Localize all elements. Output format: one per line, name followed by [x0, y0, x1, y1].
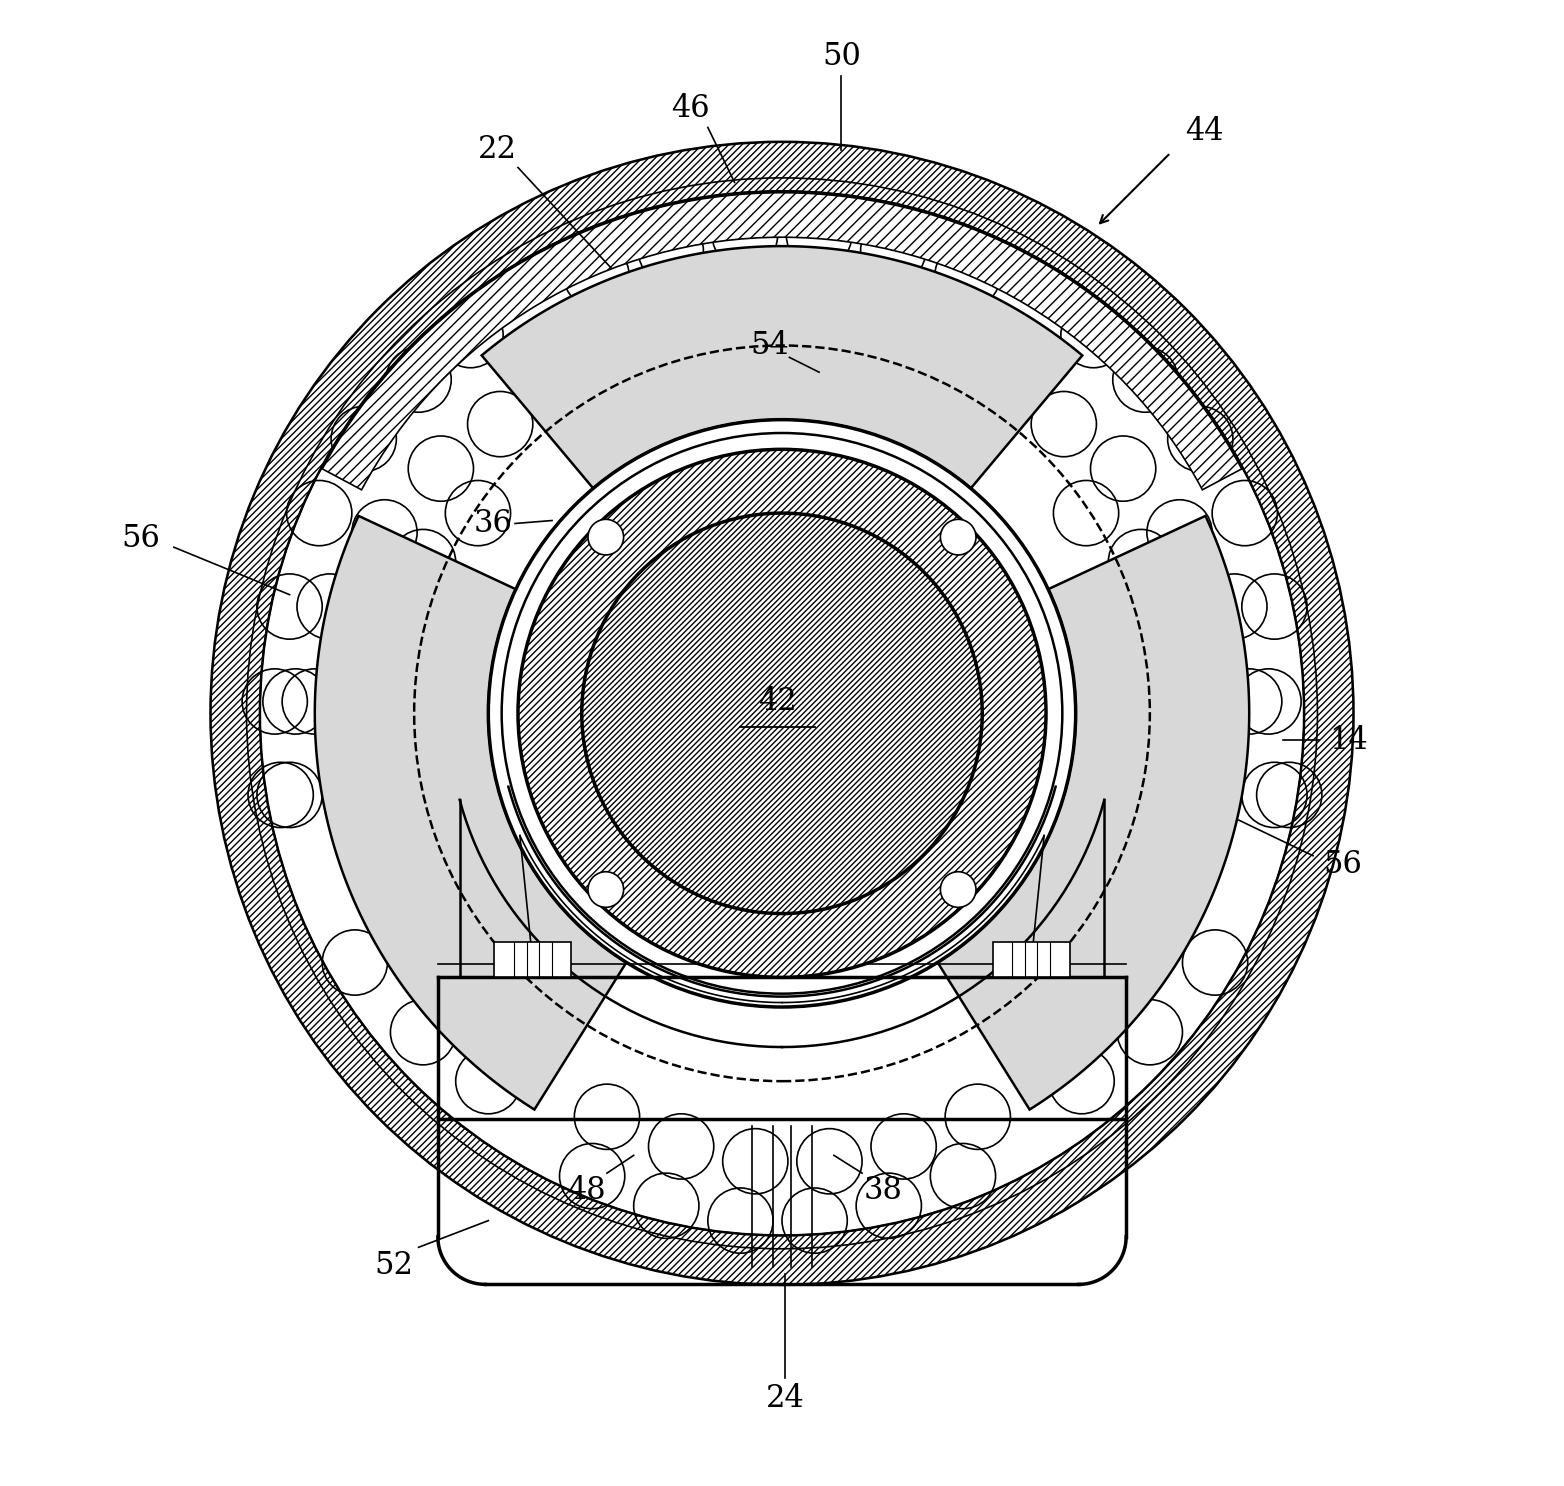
Text: 24: 24	[766, 1383, 804, 1415]
Circle shape	[588, 519, 624, 554]
Circle shape	[211, 143, 1353, 1284]
Polygon shape	[314, 516, 626, 1110]
Circle shape	[488, 419, 1076, 1008]
Circle shape	[940, 872, 976, 908]
Circle shape	[582, 513, 982, 914]
Text: 38: 38	[863, 1175, 902, 1207]
Bar	[993, 942, 1070, 978]
Text: 56: 56	[122, 523, 161, 554]
Text: 56: 56	[1323, 849, 1362, 880]
Text: 52: 52	[374, 1250, 413, 1281]
Polygon shape	[482, 247, 1082, 489]
Text: 44: 44	[1186, 116, 1225, 147]
Circle shape	[588, 872, 624, 908]
Text: 14: 14	[1329, 725, 1368, 755]
Text: 22: 22	[477, 134, 516, 165]
Bar	[494, 942, 571, 978]
Circle shape	[502, 432, 1062, 994]
Text: 54: 54	[751, 330, 790, 361]
Text: 42: 42	[759, 687, 798, 716]
Polygon shape	[938, 516, 1250, 1110]
Circle shape	[940, 519, 976, 554]
Text: 50: 50	[823, 40, 860, 71]
Text: 46: 46	[671, 92, 710, 123]
Text: 48: 48	[566, 1175, 605, 1207]
Wedge shape	[322, 193, 1242, 490]
Text: 36: 36	[474, 508, 511, 539]
